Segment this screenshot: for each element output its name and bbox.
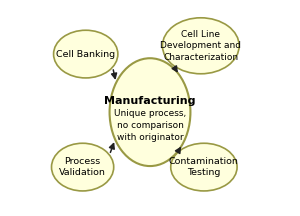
Text: Manufacturing: Manufacturing bbox=[104, 96, 196, 106]
Ellipse shape bbox=[52, 143, 114, 191]
Ellipse shape bbox=[171, 143, 237, 191]
Text: Unique process,
no comparison
with originator: Unique process, no comparison with origi… bbox=[114, 109, 186, 142]
Text: Process
Validation: Process Validation bbox=[59, 157, 106, 177]
Ellipse shape bbox=[162, 18, 239, 74]
Text: Contamination
Testing: Contamination Testing bbox=[169, 157, 239, 177]
Text: Cell Banking: Cell Banking bbox=[56, 50, 115, 59]
Ellipse shape bbox=[110, 58, 190, 166]
Ellipse shape bbox=[54, 30, 118, 78]
Text: Cell Line
Development and
Characterization: Cell Line Development and Characterizati… bbox=[160, 30, 241, 62]
